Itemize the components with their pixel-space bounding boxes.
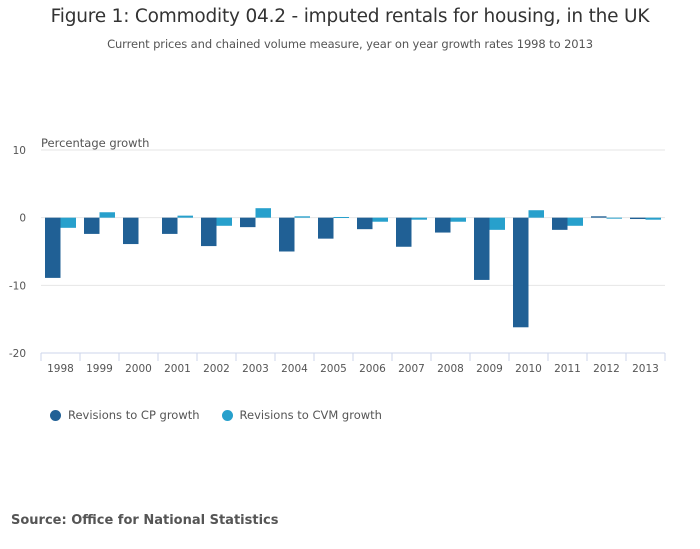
bar-cvm <box>606 217 622 219</box>
x-tick-label: 2002 <box>203 363 230 375</box>
x-tick-label: 2004 <box>281 363 308 375</box>
bar-cvm <box>645 217 661 220</box>
bar-chart: 10 0 -10 -20 Percentage growth 1998 1999 2000… <box>9 136 666 375</box>
bar-cp <box>630 217 646 220</box>
bar-cvm <box>294 216 310 218</box>
legend-label-cvm: Revisions to CVM growth <box>239 408 382 422</box>
bar-cvm <box>411 217 427 220</box>
x-tick-label: 2012 <box>593 363 620 375</box>
legend-marker-cp <box>50 409 61 421</box>
legend-marker-cvm <box>221 409 233 421</box>
y-tick-label: -10 <box>9 280 26 292</box>
y-tick-label: 10 <box>13 145 26 157</box>
x-tick-label: 2006 <box>359 363 386 375</box>
bar-cp <box>84 217 100 234</box>
bar-cp <box>45 217 61 278</box>
x-tick-label: 2011 <box>554 363 581 375</box>
x-tick-label: 2009 <box>476 363 503 375</box>
y-tick-label: -20 <box>9 348 26 360</box>
x-tick-label: 2008 <box>437 363 464 375</box>
bar-cvm <box>528 210 544 218</box>
legend-item-cp[interactable]: Revisions to CP growth <box>50 408 200 422</box>
legend-label-cp: Revisions to CP growth <box>68 408 200 422</box>
x-tick-label: 2005 <box>320 363 347 375</box>
bar-cp <box>201 217 217 247</box>
bar-cp <box>552 217 568 230</box>
x-tick-label: 2010 <box>515 363 542 375</box>
x-tick-label: 1999 <box>86 363 113 375</box>
y-axis-title: Percentage growth <box>41 136 149 150</box>
bar-cvm <box>567 217 583 226</box>
bar-cp <box>162 217 178 234</box>
bar-cp <box>123 217 139 245</box>
bar-cvm <box>255 208 271 218</box>
bar-cvm <box>60 217 76 228</box>
x-tick-label: 2007 <box>398 363 425 375</box>
chart-subtitle: Current prices and chained volume measur… <box>107 37 593 51</box>
bar-cp <box>474 217 490 280</box>
chart-title: Figure 1: Commodity 04.2 - imputed renta… <box>50 6 650 27</box>
x-tick-label: 1998 <box>47 363 74 375</box>
bar-cp <box>513 217 529 328</box>
bar-cp <box>357 217 373 230</box>
bar-cp <box>279 217 295 252</box>
bar-cp <box>435 217 451 233</box>
legend-item-cvm[interactable]: Revisions to CVM growth <box>221 408 382 422</box>
bar-cp <box>240 217 256 228</box>
source-note: Source: Office for National Statistics <box>11 513 279 528</box>
y-axis-ticks: 10 0 -10 -20 <box>9 145 26 360</box>
legend: Revisions to CP growth Revisions to CVM … <box>50 408 382 422</box>
bar-cvm <box>450 217 466 222</box>
bars <box>45 208 661 328</box>
bar-cvm <box>177 215 193 218</box>
x-tick-label: 2001 <box>164 363 191 375</box>
bar-cvm <box>372 217 388 222</box>
bar-cvm <box>99 212 115 218</box>
x-tick-label: 2000 <box>125 363 152 375</box>
bar-cp <box>318 217 334 239</box>
bar-cvm <box>216 217 232 226</box>
bar-cp <box>396 217 412 247</box>
bar-cvm <box>489 217 505 230</box>
x-tick-label: 2013 <box>632 363 659 375</box>
x-tick-label: 2003 <box>242 363 269 375</box>
bar-cp <box>591 216 607 218</box>
bar-cvm <box>333 216 349 218</box>
x-axis: 1998 1999 2000 2001 2002 2003 2004 2005 2006 2007… <box>40 352 666 375</box>
y-tick-label: 0 <box>19 213 26 225</box>
